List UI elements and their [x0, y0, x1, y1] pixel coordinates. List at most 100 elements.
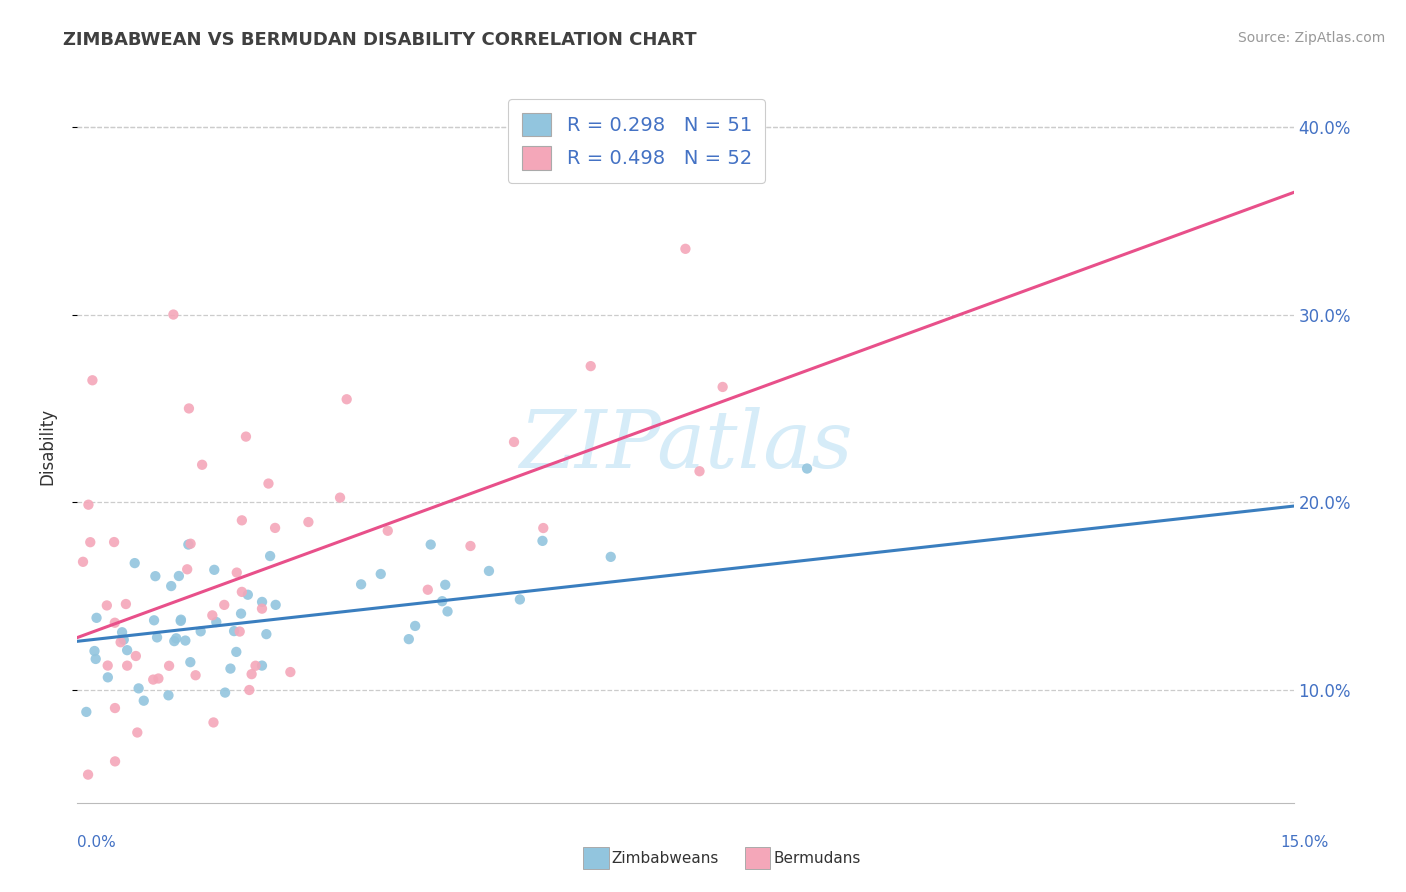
Point: [148, 672, 170, 686]
Point: [254, 627, 277, 641]
Point: [86, 611, 108, 625]
Point: [689, 464, 711, 478]
Point: [711, 380, 734, 394]
Point: [460, 539, 482, 553]
Point: [143, 613, 166, 627]
Point: [104, 701, 127, 715]
Point: [128, 681, 150, 696]
Point: [165, 632, 187, 646]
Point: [104, 755, 127, 769]
Point: [190, 624, 212, 639]
Point: [132, 694, 155, 708]
Point: [259, 549, 281, 563]
Point: [675, 242, 697, 256]
Point: [103, 535, 125, 549]
Point: [350, 577, 373, 591]
Point: [329, 491, 352, 505]
Point: [111, 625, 134, 640]
Point: [238, 683, 260, 698]
Point: [177, 401, 200, 416]
Point: [250, 595, 273, 609]
Point: [264, 521, 287, 535]
Point: [228, 624, 250, 639]
Point: [72, 555, 94, 569]
Point: [478, 564, 501, 578]
Point: [205, 615, 228, 629]
Point: [82, 373, 104, 387]
Point: [142, 673, 165, 687]
Point: [179, 655, 201, 669]
Point: [436, 604, 458, 618]
Point: [250, 601, 273, 615]
Point: [240, 667, 263, 681]
Point: [162, 308, 184, 322]
Point: [404, 619, 426, 633]
Point: [370, 566, 392, 581]
Point: [236, 588, 259, 602]
Point: [97, 670, 120, 684]
Point: [416, 582, 439, 597]
Point: [398, 632, 420, 647]
Point: [180, 537, 202, 551]
Point: [250, 658, 273, 673]
Point: [77, 767, 100, 781]
Point: [201, 608, 224, 623]
Point: [104, 615, 127, 630]
Point: [167, 569, 190, 583]
Text: Source: ZipAtlas.com: Source: ZipAtlas.com: [1237, 31, 1385, 45]
Text: Bermudans: Bermudans: [773, 851, 860, 865]
Point: [264, 598, 287, 612]
Point: [79, 535, 101, 549]
Point: [174, 633, 197, 648]
Point: [214, 685, 236, 699]
Point: [110, 635, 132, 649]
Point: [202, 715, 225, 730]
Point: [115, 597, 138, 611]
Text: Zimbabweans: Zimbabweans: [612, 851, 718, 865]
Point: [177, 537, 200, 551]
Point: [125, 648, 148, 663]
Point: [77, 498, 100, 512]
Point: [157, 658, 180, 673]
Point: [231, 513, 253, 527]
Point: [202, 563, 225, 577]
Text: 15.0%: 15.0%: [1281, 836, 1329, 850]
Point: [231, 585, 253, 599]
Point: [235, 429, 257, 443]
Point: [176, 562, 198, 576]
Point: [796, 461, 818, 475]
Y-axis label: Disability: Disability: [38, 408, 56, 484]
Point: [229, 607, 252, 621]
Point: [219, 662, 242, 676]
Point: [146, 631, 169, 645]
Point: [531, 533, 554, 548]
Point: [434, 578, 457, 592]
Point: [191, 458, 214, 472]
Point: [97, 658, 120, 673]
Point: [115, 658, 138, 673]
Point: [163, 634, 186, 648]
Text: ZIMBABWEAN VS BERMUDAN DISABILITY CORRELATION CHART: ZIMBABWEAN VS BERMUDAN DISABILITY CORREL…: [63, 31, 697, 49]
Point: [225, 566, 247, 580]
Point: [160, 579, 183, 593]
Text: ZIPatlas: ZIPatlas: [519, 408, 852, 484]
Point: [579, 359, 602, 373]
Point: [96, 599, 118, 613]
Point: [280, 665, 302, 679]
Point: [170, 613, 193, 627]
Point: [84, 652, 107, 666]
Point: [245, 658, 267, 673]
Point: [336, 392, 359, 407]
Point: [377, 524, 399, 538]
Point: [222, 624, 245, 639]
Point: [212, 598, 235, 612]
Point: [225, 645, 247, 659]
Point: [127, 725, 149, 739]
Point: [599, 549, 621, 564]
Legend: R = 0.298   N = 51, R = 0.498   N = 52: R = 0.298 N = 51, R = 0.498 N = 52: [508, 99, 765, 184]
Point: [124, 556, 146, 570]
Point: [157, 689, 180, 703]
Point: [115, 643, 138, 657]
Point: [75, 705, 97, 719]
Point: [83, 644, 105, 658]
